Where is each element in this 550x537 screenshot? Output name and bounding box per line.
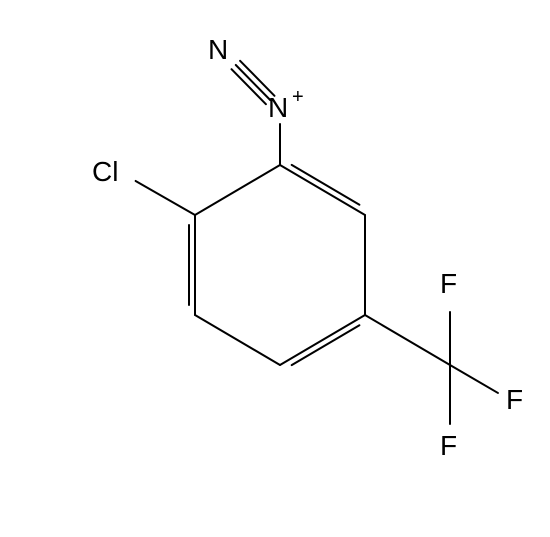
molecule-canvas: N N + Cl F F F bbox=[0, 0, 550, 537]
atom-label-f3: F bbox=[440, 430, 457, 462]
atom-label-n1: N bbox=[268, 92, 288, 124]
molecule-svg bbox=[0, 0, 550, 537]
charge-plus: + bbox=[292, 86, 304, 109]
atom-label-f1: F bbox=[440, 268, 457, 300]
atom-label-cl: Cl bbox=[92, 156, 118, 188]
atom-label-f2: F bbox=[506, 384, 523, 416]
atom-label-n2: N bbox=[208, 34, 228, 66]
